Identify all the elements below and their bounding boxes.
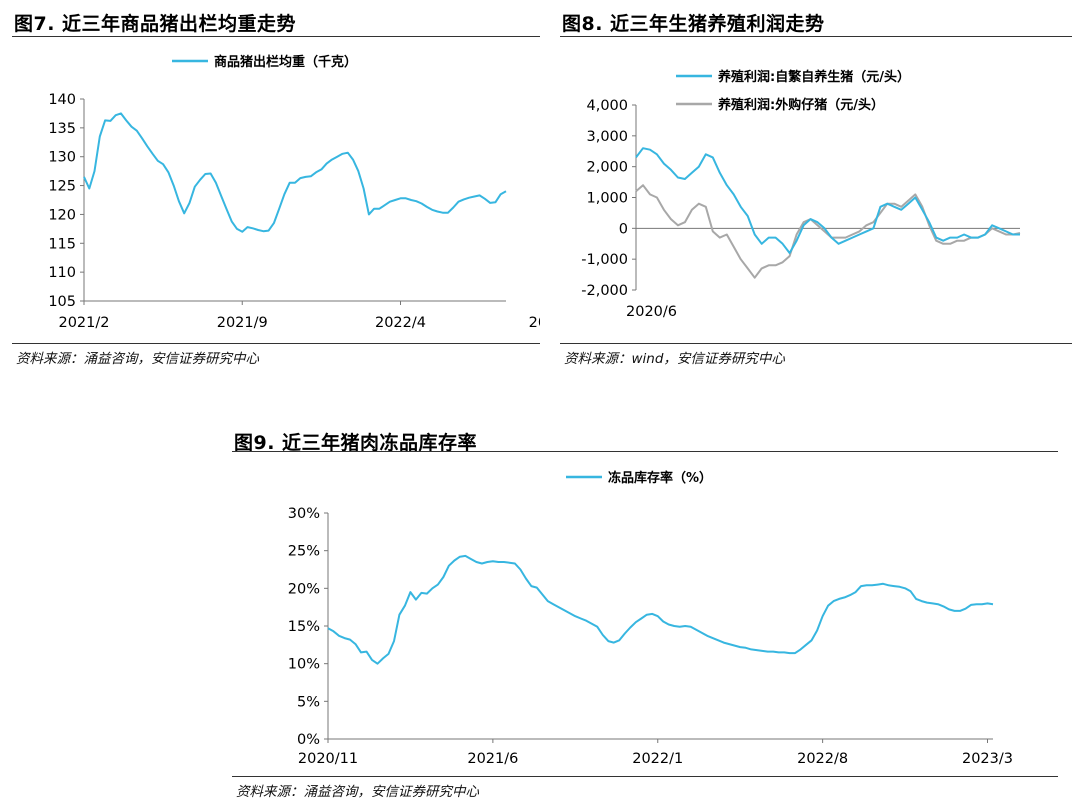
fig8-series-line-0: [635, 147, 1020, 254]
fig7-x-tick-label: 2021/9: [217, 315, 268, 331]
fig7-chart: 105 110 115 120 125 130 135 140 2021/2 2021/9 2022…: [48, 54, 540, 331]
fig8-y-tick-label: 4,000: [586, 98, 628, 114]
fig8-x-tick-label: 2020/6: [626, 304, 677, 320]
fig7-y-tick-label: 135: [48, 121, 76, 137]
fig9-y-tick-label: 20%: [288, 581, 320, 597]
fig8-source-rule: [560, 343, 1072, 344]
fig9-y-tick-label: 30%: [288, 506, 320, 522]
fig8-y-tick-label: -2,000: [581, 283, 628, 299]
fig9-legend-label-0: 冻品库存率（%）: [608, 470, 712, 486]
fig7-y-tick-label: 125: [48, 179, 76, 195]
fig7-legend-label-0: 商品猪出栏均重（千克）: [214, 54, 357, 70]
fig9-source: 资料来源：涌益咨询，安信证券研究中心: [236, 784, 479, 800]
fig8-panel: 图8. 近三年生猪养殖利润走势 -2,000 -1,000 0 1,000 2,000 3…: [540, 0, 1080, 380]
fig8-title-rule: [560, 36, 1072, 37]
fig9-y-tick-label: 0%: [297, 732, 320, 748]
fig7-x-tick-label: 2022/4: [375, 315, 426, 331]
fig9-panel: 图9. 近三年猪肉冻品库存率 0% 5% 10% 15% 20% 25% 30% 2020/1…: [220, 420, 1080, 812]
fig7-series-line-0: [83, 112, 507, 233]
fig9-title: 图9. 近三年猪肉冻品库存率: [234, 432, 478, 454]
fig7-y-tick-label: 140: [48, 92, 76, 108]
fig8-chart: -2,000 -1,000 0 1,000 2,000 3,000 4,000 2020/6 养…: [581, 69, 1021, 320]
fig7-y-tick-label: 130: [48, 150, 76, 166]
fig7-title: 图7. 近三年商品猪出栏均重走势: [14, 13, 297, 35]
fig7-y-tick-label: 110: [48, 265, 76, 281]
fig8-y-tick-label: 3,000: [586, 129, 628, 145]
fig9-y-tick-label: 10%: [288, 657, 320, 673]
fig9-x-tick-label: 2022/1: [632, 751, 683, 767]
fig9-series-line-0: [327, 554, 994, 665]
fig9-y-tick-label: 15%: [288, 619, 320, 635]
fig9-chart: 0% 5% 10% 15% 20% 25% 30% 2020/11 2021/6 2022/1 20…: [288, 470, 1013, 767]
fig9-title-rule: [232, 451, 1058, 452]
fig9-x-tick-label: 2023/3: [962, 751, 1013, 767]
fig7-title-rule: [12, 36, 540, 37]
fig8-y-tick-label: -1,000: [581, 252, 628, 268]
fig8-y-tick-label: 0: [619, 221, 628, 237]
fig7-y-tick-label: 120: [48, 207, 76, 223]
fig9-x-tick-label: 2020/11: [298, 751, 358, 767]
fig8-legend-label-1: 养殖利润:外购仔猪（元/头）: [717, 97, 884, 113]
fig8-title: 图8. 近三年生猪养殖利润走势: [562, 13, 825, 35]
fig7-y-tick-label: 105: [48, 294, 76, 310]
fig8-y-tick-label: 1,000: [586, 191, 628, 207]
fig9-x-tick-label: 2021/6: [467, 751, 518, 767]
fig7-source-rule: [12, 343, 540, 344]
fig8-legend-label-0: 养殖利润:自繁自养生猪（元/头）: [717, 69, 910, 85]
fig7-panel: 图7. 近三年商品猪出栏均重走势 105 110 115 120 125 130 135 14…: [0, 0, 540, 380]
fig7-source: 资料来源：涌益咨询，安信证券研究中心: [16, 351, 259, 367]
fig7-y-tick-label: 115: [48, 236, 76, 252]
fig8-y-tick-label: 2,000: [586, 160, 628, 176]
fig8-source: 资料来源：wind，安信证券研究中心: [564, 351, 785, 367]
fig9-y-tick-label: 25%: [288, 544, 320, 560]
fig7-x-tick-label: 2021/2: [58, 315, 109, 331]
fig7-x-tick-label: 2022/11: [529, 315, 540, 331]
fig9-x-tick-label: 2022/8: [797, 751, 848, 767]
fig9-y-tick-label: 5%: [297, 694, 320, 710]
fig9-source-rule: [232, 776, 1058, 777]
